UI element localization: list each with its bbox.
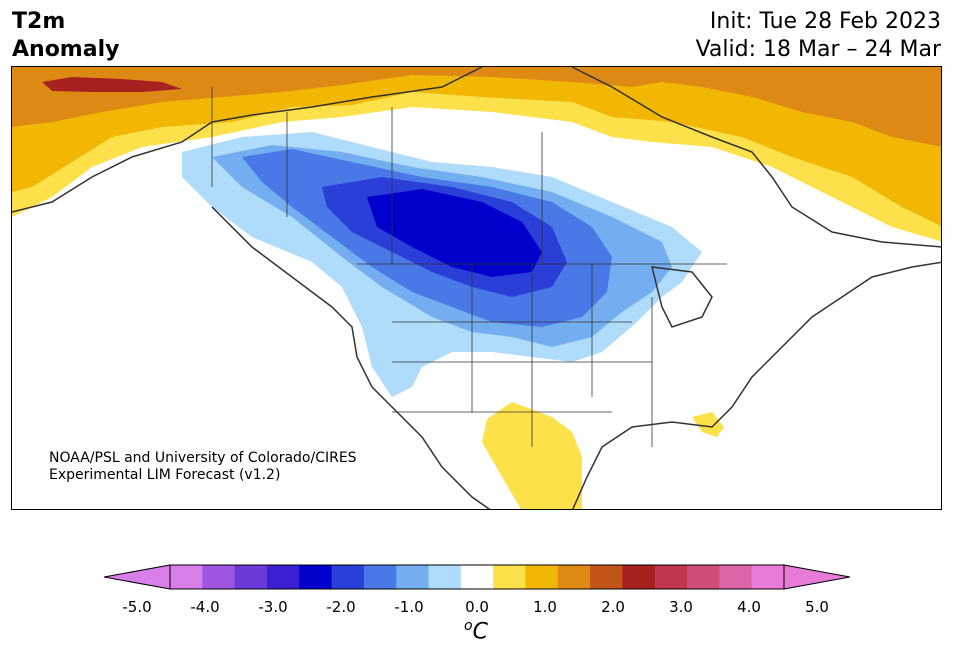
cold-region-5	[367, 189, 542, 277]
credit-line-2: Experimental LIM Forecast (v1.2)	[49, 467, 281, 483]
warm-region-florida	[692, 412, 724, 437]
colorbar-tick-label: 1.0	[533, 598, 557, 616]
colorbar-bin	[622, 565, 656, 589]
colorbar-bin	[460, 565, 494, 589]
coastlines	[12, 67, 941, 509]
anomaly-map	[11, 66, 942, 510]
credit-line-1: NOAA/PSL and University of Colorado/CIRE…	[49, 450, 357, 466]
colorbar-bin	[331, 565, 365, 589]
unit-label: oC	[464, 618, 488, 644]
valid-range: Valid: 18 Mar – 24 Mar	[695, 37, 941, 62]
colorbar-tick-label: 2.0	[601, 598, 625, 616]
map-title: T2m Anomaly	[12, 8, 119, 64]
date-info: Init: Tue 28 Feb 2023 Valid: 18 Mar – 24…	[696, 8, 941, 64]
colorbar-bin	[687, 565, 720, 589]
colorbar-bin	[493, 565, 526, 589]
credit-text: NOAA/PSL and University of Colorado/CIRE…	[49, 450, 357, 484]
variable-label: T2m	[12, 9, 66, 34]
colorbar-bin	[299, 565, 333, 589]
colorbar-bin	[170, 565, 203, 589]
colorbar-tick-label: 5.0	[805, 598, 829, 616]
colorbar-tick-label: -2.0	[326, 598, 356, 616]
colorbar-bin	[719, 565, 753, 589]
colorbar-bin	[202, 565, 236, 589]
colorbar-tick-label: 3.0	[669, 598, 693, 616]
colorbar-bin	[266, 565, 300, 589]
map-canvas	[12, 67, 941, 509]
warm-region-north-2	[12, 67, 941, 227]
colorbar-under-arrow	[104, 564, 171, 590]
colorbar-tick-label: -5.0	[122, 598, 152, 616]
colorbar	[104, 564, 850, 590]
init-date: Init: Tue 28 Feb 2023	[709, 9, 941, 34]
warm-region-north-3	[12, 67, 941, 147]
colorbar-over-arrow	[783, 564, 850, 590]
colorbar-bin	[590, 565, 623, 589]
colorbar-frame	[169, 564, 785, 590]
colorbar-tick-label: -3.0	[258, 598, 288, 616]
colorbar-tick-label: -1.0	[394, 598, 424, 616]
colorbar-bin	[525, 565, 559, 589]
warm-region-north-4	[42, 77, 182, 92]
unit-base: C	[472, 619, 488, 645]
colorbar-tick-label: 0.0	[465, 598, 489, 616]
colorbar-bin	[363, 565, 397, 589]
unit-superscript: o	[464, 618, 473, 634]
field-label: Anomaly	[12, 37, 120, 62]
colorbar-bin	[234, 565, 268, 589]
colorbar-bin	[654, 565, 688, 589]
colorbar-bin	[751, 565, 785, 589]
colorbar-bin	[428, 565, 462, 589]
colorbar-tick-label: 4.0	[737, 598, 761, 616]
warm-region-mexico	[482, 402, 582, 509]
colorbar-tick-label: -4.0	[190, 598, 220, 616]
colorbar-bin	[557, 565, 591, 589]
state-borders	[211, 87, 727, 447]
colorbar-bin	[396, 565, 430, 589]
